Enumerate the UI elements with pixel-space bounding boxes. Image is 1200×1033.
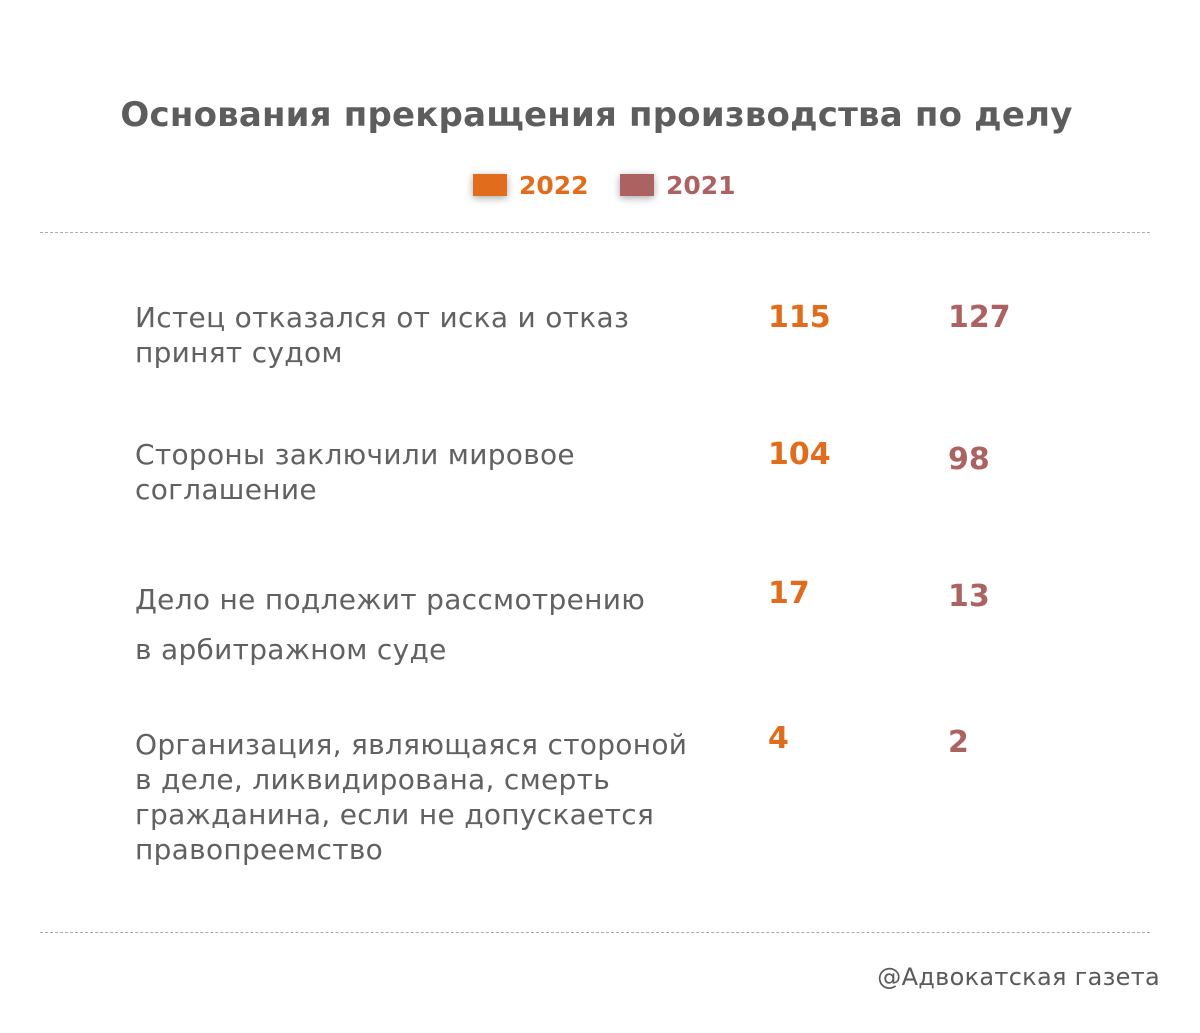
category-label-line: Истец отказался от иска и отказ [135, 301, 630, 334]
legend-label-2022: 2022 [519, 170, 589, 200]
category-label-line: Дело не подлежит рассмотрению [135, 583, 646, 616]
value-2022: 104 [768, 437, 831, 472]
value-2021: 98 [948, 442, 990, 477]
category-label-line: гражданина, если не допускается [135, 798, 655, 831]
legend-swatch-2021 [620, 174, 654, 196]
legend: 2022 2021 [0, 168, 1200, 202]
value-2021: 2 [948, 725, 969, 760]
value-2021: 13 [948, 579, 990, 614]
category-label-line: принят судом [135, 336, 343, 369]
category-label: Организация, являющаяся стороной в деле,… [135, 727, 715, 867]
category-label-line: Стороны заключили мировое [135, 438, 575, 471]
chart-title: Основания прекращения производства по де… [120, 95, 1073, 135]
value-2022: 115 [768, 300, 831, 335]
top-divider [40, 232, 1150, 233]
legend-item-2022: 2022 [473, 168, 589, 202]
category-label-line: в деле, ликвидирована, смерть [135, 763, 611, 796]
value-2022: 17 [768, 576, 810, 611]
value-2021: 127 [948, 300, 1011, 335]
category-label: Истец отказался от иска и отказ принят с… [135, 300, 715, 370]
legend-item-2021: 2021 [620, 168, 736, 202]
legend-label-2021: 2021 [666, 170, 736, 200]
category-label-line: Организация, являющаяся стороной [135, 728, 688, 761]
legend-swatch-2022 [473, 174, 507, 196]
category-label: Стороны заключили мировое соглашение [135, 437, 715, 507]
category-label-line: в арбитражном суде [135, 633, 447, 666]
category-label: Дело не подлежит рассмотрению в арбитраж… [135, 575, 715, 675]
source-credit: @Адвокатская газета [877, 963, 1160, 991]
value-2022: 4 [768, 721, 789, 756]
category-label-line: соглашение [135, 473, 317, 506]
bottom-divider [40, 932, 1150, 933]
category-label-line: правопреемство [135, 833, 384, 866]
